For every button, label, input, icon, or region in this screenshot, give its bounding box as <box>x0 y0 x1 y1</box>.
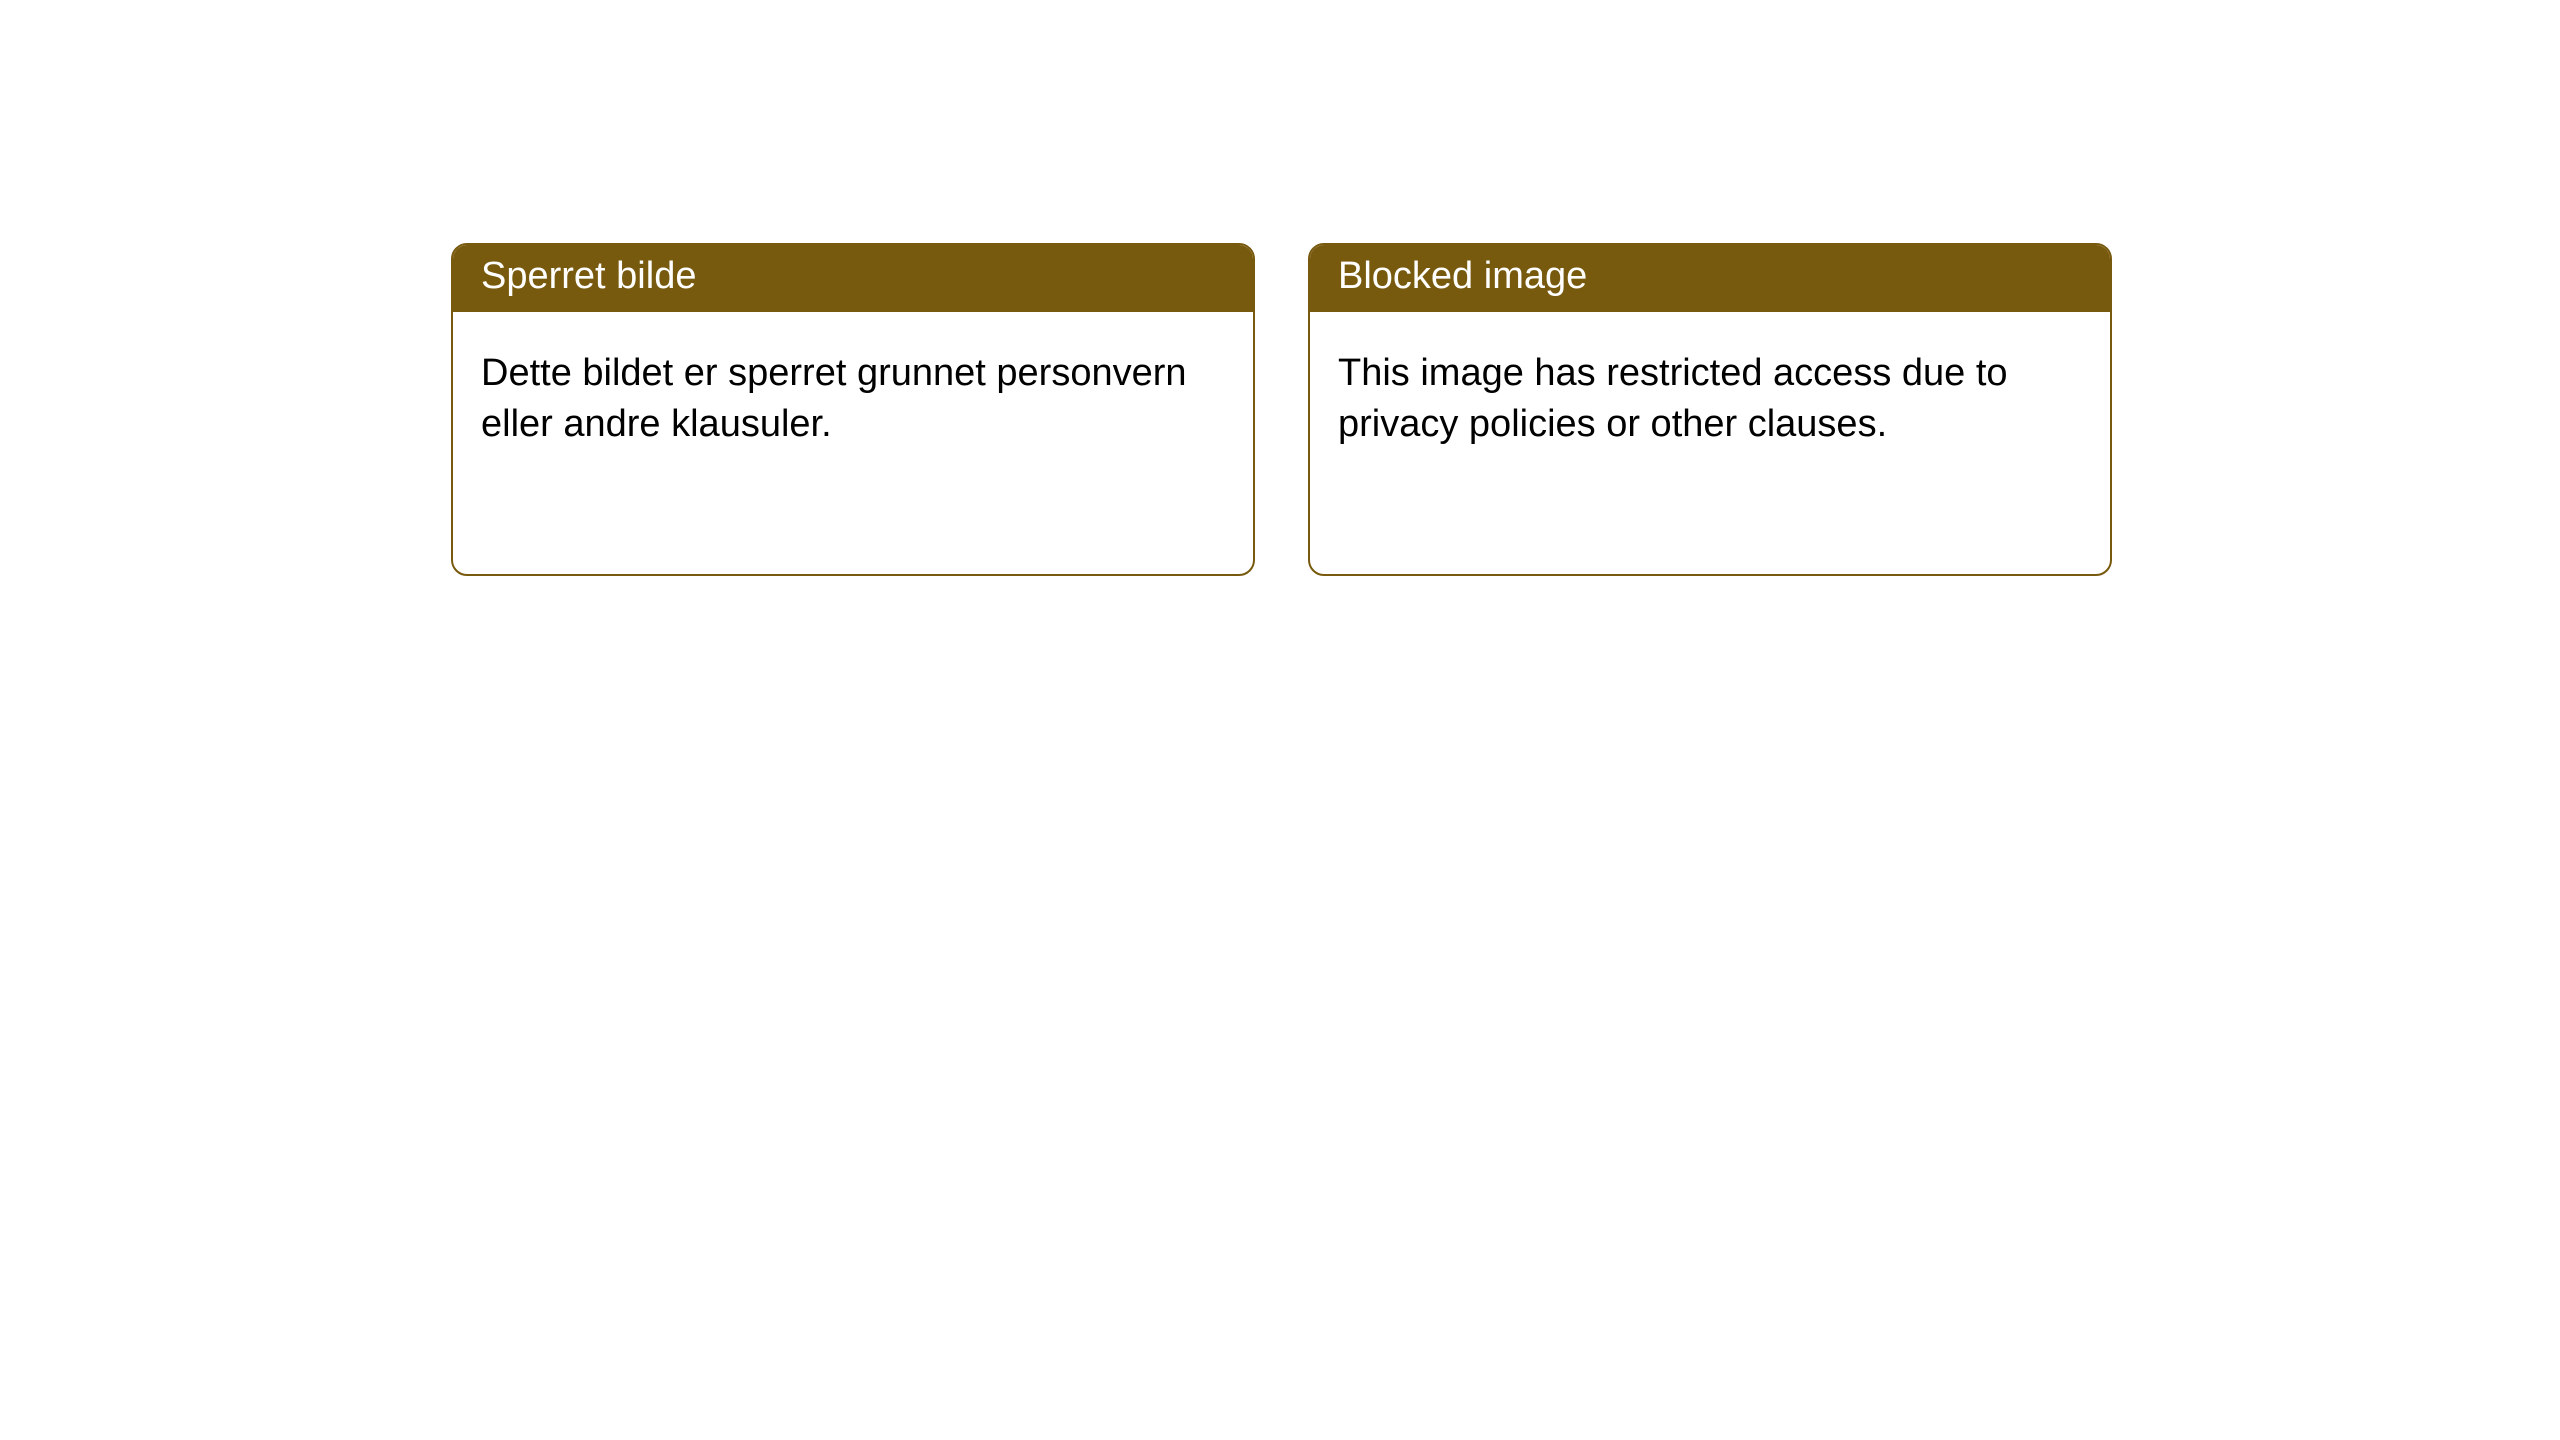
card-body-text: This image has restricted access due to … <box>1338 352 2008 445</box>
card-title: Sperret bilde <box>481 255 696 297</box>
card-title: Blocked image <box>1338 255 1587 297</box>
card-header: Blocked image <box>1310 245 2110 312</box>
card-header: Sperret bilde <box>453 245 1253 312</box>
blocked-image-card-en: Blocked image This image has restricted … <box>1308 243 2112 576</box>
blocked-image-card-no: Sperret bilde Dette bildet er sperret gr… <box>451 243 1255 576</box>
card-body: Dette bildet er sperret grunnet personve… <box>453 312 1253 487</box>
card-body: This image has restricted access due to … <box>1310 312 2110 487</box>
card-body-text: Dette bildet er sperret grunnet personve… <box>481 352 1187 445</box>
cards-container: Sperret bilde Dette bildet er sperret gr… <box>451 243 2560 576</box>
